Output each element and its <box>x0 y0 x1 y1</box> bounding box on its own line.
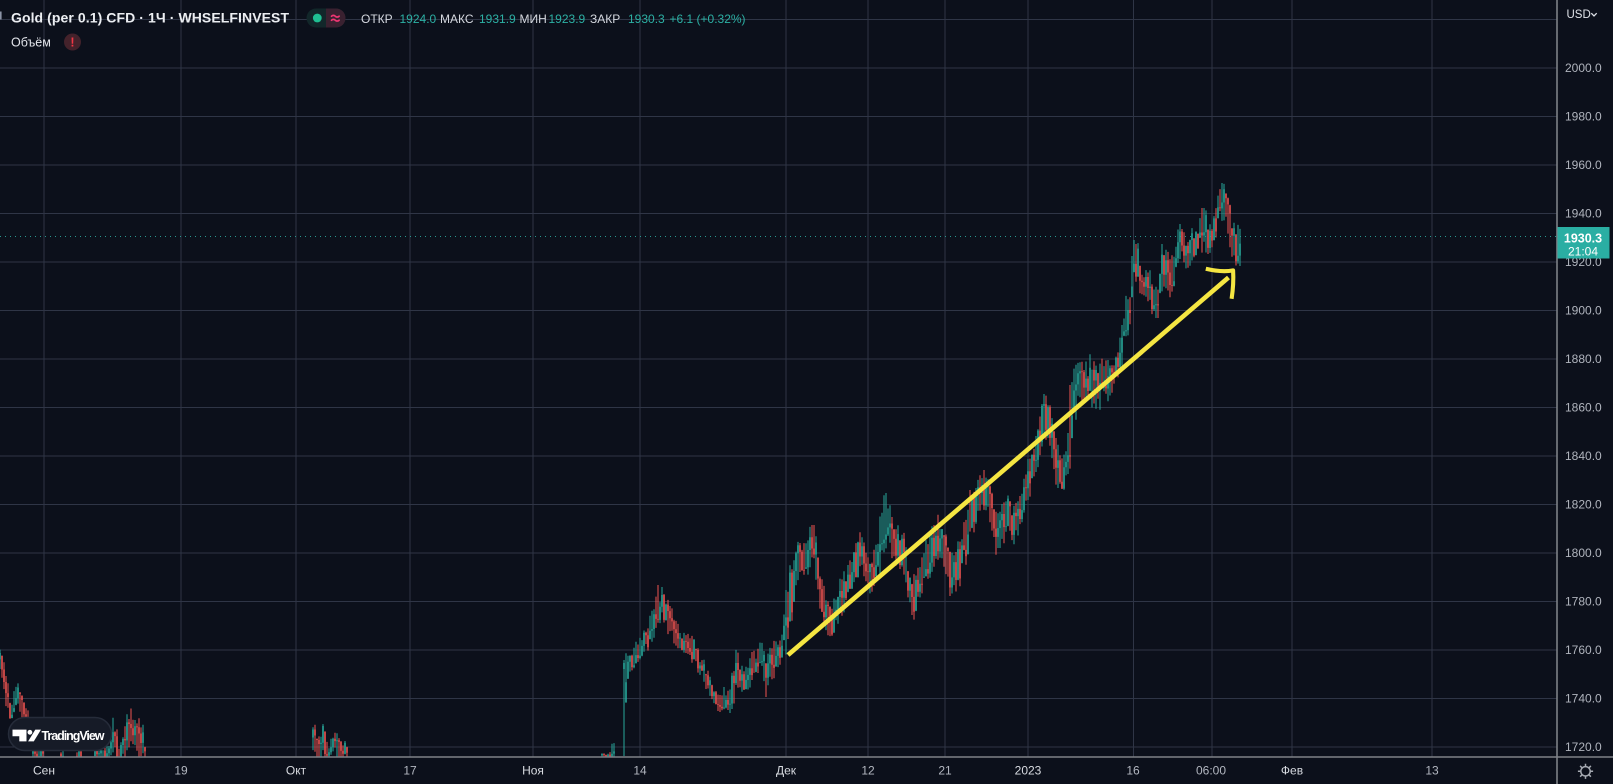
svg-text:Сен: Сен <box>33 764 55 778</box>
svg-text:1923.9: 1923.9 <box>549 12 586 26</box>
svg-text:1930.3: 1930.3 <box>628 12 665 26</box>
svg-text:ОТКР: ОТКР <box>361 12 393 26</box>
svg-text:TradingView: TradingView <box>42 729 105 743</box>
svg-text:МИН: МИН <box>520 12 547 26</box>
svg-text:Gold (per 0.1) CFD · 1Ч · WHSE: Gold (per 0.1) CFD · 1Ч · WHSELFINVEST <box>11 10 289 26</box>
svg-text:Дек: Дек <box>776 764 797 778</box>
svg-text:Фев: Фев <box>1281 764 1303 778</box>
svg-text:Окт: Окт <box>286 764 307 778</box>
svg-text:1900.0: 1900.0 <box>1565 304 1602 318</box>
svg-text:1740.0: 1740.0 <box>1565 692 1602 706</box>
svg-text:1820.0: 1820.0 <box>1565 498 1602 512</box>
svg-text:21: 21 <box>938 764 952 778</box>
svg-text:Объём: Объём <box>11 36 51 50</box>
svg-text:1930.3: 1930.3 <box>1564 231 1602 245</box>
svg-text:2000.0: 2000.0 <box>1565 61 1602 75</box>
svg-text:21:04: 21:04 <box>1568 245 1598 259</box>
svg-text:1960.0: 1960.0 <box>1565 158 1602 172</box>
svg-text:!: ! <box>70 36 74 50</box>
svg-text:1980.0: 1980.0 <box>1565 110 1602 124</box>
svg-text:2023: 2023 <box>1015 764 1042 778</box>
svg-text:14: 14 <box>633 764 647 778</box>
svg-text:МАКС: МАКС <box>440 12 474 26</box>
svg-text:1840.0: 1840.0 <box>1565 449 1602 463</box>
svg-text:ЗАКР: ЗАКР <box>590 12 620 26</box>
svg-text:1924.0: 1924.0 <box>400 12 437 26</box>
svg-text:12: 12 <box>861 764 875 778</box>
svg-text:USD: USD <box>1567 9 1591 21</box>
svg-text:06:00: 06:00 <box>1196 764 1226 778</box>
svg-text:17: 17 <box>403 764 417 778</box>
svg-text:1880.0: 1880.0 <box>1565 352 1602 366</box>
svg-text:1800.0: 1800.0 <box>1565 546 1602 560</box>
svg-text:1860.0: 1860.0 <box>1565 401 1602 415</box>
svg-text:1720.0: 1720.0 <box>1565 740 1602 754</box>
svg-text:1940.0: 1940.0 <box>1565 207 1602 221</box>
svg-text:+6.1 (+0.32%): +6.1 (+0.32%) <box>670 12 746 26</box>
svg-text:13: 13 <box>1425 764 1439 778</box>
svg-text:1760.0: 1760.0 <box>1565 643 1602 657</box>
svg-text:19: 19 <box>174 764 188 778</box>
svg-text:1931.9: 1931.9 <box>479 12 516 26</box>
svg-text:1920.0: 1920.0 <box>1565 255 1602 269</box>
svg-text:Ноя: Ноя <box>522 764 544 778</box>
svg-text:1780.0: 1780.0 <box>1565 595 1602 609</box>
svg-text:16: 16 <box>1126 764 1140 778</box>
